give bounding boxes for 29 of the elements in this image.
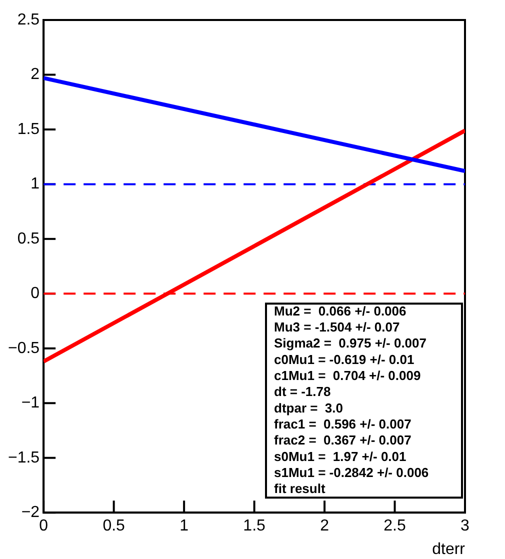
annotation: dtpar = 3.0 bbox=[274, 400, 343, 416]
y-tick-label: −1.5 bbox=[8, 449, 40, 466]
annotation: Mu2 = 0.066 +/- 0.006 bbox=[274, 303, 406, 318]
annotation: Sigma2 = 0.975 +/- 0.007 bbox=[274, 336, 426, 351]
x-axis-title: dterr bbox=[432, 540, 466, 558]
x-tick-label: 1 bbox=[180, 518, 189, 535]
x-tick-label: 2.5 bbox=[384, 518, 406, 535]
annotation: frac2 = 0.367 +/- 0.007 bbox=[274, 432, 412, 448]
y-tick-label: 1.5 bbox=[17, 120, 40, 138]
x-tick-label: 0.5 bbox=[102, 518, 126, 535]
annotation: c0Mu1 = -0.619 +/- 0.01 bbox=[274, 352, 414, 367]
x-tick-label: 1.5 bbox=[243, 518, 266, 535]
y-tick-label: −1 bbox=[21, 394, 40, 412]
y-tick-label: −2 bbox=[21, 504, 40, 522]
y-tick-label: 2.5 bbox=[17, 11, 40, 28]
x-tick-label: 3 bbox=[460, 518, 470, 535]
y-tick-label: −0.5 bbox=[8, 340, 40, 357]
annotation: Mu3 = -1.504 +/- 0.07 bbox=[274, 319, 400, 334]
annotation: frac1 = 0.596 +/- 0.007 bbox=[274, 416, 412, 432]
y-tick-label: 1 bbox=[30, 176, 40, 193]
annotation: s1Mu1 = -0.2842 +/- 0.006 bbox=[274, 464, 429, 480]
annotation: fit result bbox=[274, 481, 326, 496]
y-tick-label: 0.5 bbox=[17, 230, 40, 248]
annotation: c1Mu1 = 0.704 +/- 0.009 bbox=[274, 368, 421, 383]
y-tick-label: 2 bbox=[30, 66, 40, 84]
y-tick-label: 0 bbox=[30, 285, 40, 302]
annotation: dt = -1.78 bbox=[274, 384, 331, 400]
x-tick-label: 2 bbox=[320, 518, 330, 535]
annotation: s0Mu1 = 1.97 +/- 0.01 bbox=[274, 448, 406, 464]
